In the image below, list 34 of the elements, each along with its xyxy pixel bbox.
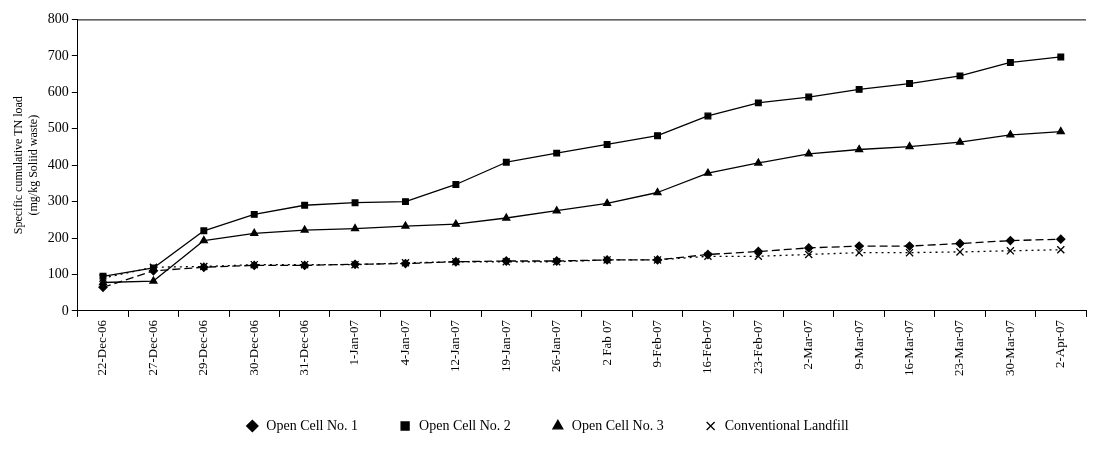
x-tick-label: 31-Dec-06: [296, 319, 312, 376]
x-tick-label: 23-Mar-07: [951, 319, 967, 377]
y-axis-title: Specific cumulative TN load (mg/kg Soliid waste): [11, 96, 40, 235]
x-tick-label: 2 Fab 07: [598, 319, 614, 366]
x-tick-label: 12-Jan-07: [447, 319, 463, 372]
legend-label: Open Cell No. 2: [419, 417, 511, 433]
x-tick-label: 9-Feb-07: [648, 319, 664, 368]
x-tick-label: 30-Mar-07: [1001, 319, 1017, 377]
y-tick-label: 700: [47, 47, 69, 63]
y-tick-label: 600: [47, 83, 69, 99]
x-tick-label: 27-Dec-06: [144, 319, 160, 376]
y-tick-label: 800: [47, 11, 69, 27]
x-tick-label: 4-Jan-07: [396, 319, 412, 366]
x-tick-label: 23-Feb-07: [749, 319, 765, 375]
legend-label: Conventional Landfill: [724, 417, 849, 433]
x-tick-label: 29-Dec-06: [195, 319, 211, 376]
x-tick-label: 19-Jan-07: [497, 319, 513, 372]
y-tick-label: 0: [61, 302, 69, 318]
x-tick-label: 26-Jan-07: [548, 319, 564, 372]
y-tick-label: 300: [47, 193, 69, 209]
x-tick-label: 22-Dec-06: [94, 319, 110, 376]
x-tick-label: 1-Jan-07: [346, 319, 362, 366]
x-tick-label: 30-Dec-06: [245, 319, 261, 376]
y-tick-label: 100: [47, 266, 69, 282]
y-tick-label: 200: [47, 229, 69, 245]
legend-label: Open Cell No. 1: [266, 417, 359, 433]
legend-label: Open Cell No. 3: [571, 417, 664, 433]
x-tick-label: 9-Mar-07: [850, 319, 866, 370]
y-tick-label: 500: [47, 120, 69, 136]
x-tick-label: 2-Apr-07: [1052, 319, 1068, 369]
x-tick-label: 16-Feb-07: [699, 319, 715, 375]
x-tick-label: 16-Mar-07: [900, 319, 916, 377]
x-tick-label: 2-Mar-07: [800, 319, 816, 370]
y-tick-label: 400: [47, 156, 69, 172]
